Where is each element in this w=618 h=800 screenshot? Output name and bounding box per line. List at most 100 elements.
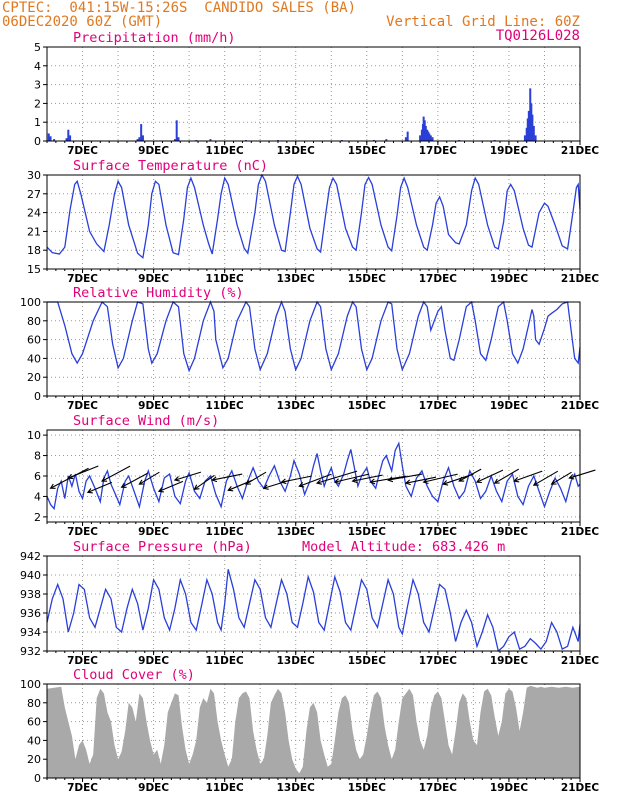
precipitation-xtick-label: 7DEC bbox=[67, 145, 98, 157]
temperature-xtick-label: 9DEC bbox=[138, 273, 169, 285]
cloud-cover-ytick-label: 40 bbox=[27, 734, 41, 747]
pressure-line bbox=[46, 569, 581, 653]
wind-ytick-label: 4 bbox=[34, 490, 41, 503]
cloud-cover-xtick-label: 13DEC bbox=[277, 782, 316, 794]
precipitation-bar bbox=[424, 125, 427, 141]
precipitation-bar bbox=[419, 135, 422, 141]
precipitation-bar bbox=[406, 131, 409, 141]
wind-vector-head bbox=[475, 477, 482, 484]
pressure-ytick-label: 938 bbox=[20, 588, 41, 601]
precipitation-bar bbox=[523, 135, 526, 141]
temperature-ytick-label: 24 bbox=[27, 207, 41, 220]
wind-xtick-label: 7DEC bbox=[67, 526, 98, 538]
temperature-xtick-label: 21DEC bbox=[561, 273, 600, 285]
pressure-xtick-label: 13DEC bbox=[277, 655, 316, 667]
pressure-xtick-label: 19DEC bbox=[490, 655, 529, 667]
wind-vector-head bbox=[532, 480, 539, 486]
humidity-xtick-label: 21DEC bbox=[561, 400, 600, 412]
cloud-cover-xtick-label: 9DEC bbox=[138, 782, 169, 794]
precipitation-bar bbox=[429, 135, 432, 141]
precipitation-bar bbox=[385, 139, 388, 141]
wind-vector-head bbox=[245, 479, 252, 485]
wind-vector bbox=[334, 473, 369, 483]
temperature-ytick-label: 15 bbox=[27, 263, 41, 276]
precipitation-bar bbox=[404, 137, 407, 141]
wind-vector-head bbox=[67, 473, 74, 480]
humidity-ytick-label: 80 bbox=[27, 315, 41, 328]
wind-vector bbox=[458, 468, 482, 482]
wind-vector-head bbox=[101, 476, 108, 482]
cloud-cover-area bbox=[47, 685, 580, 778]
precipitation-bar bbox=[175, 120, 178, 141]
wind-vector-head bbox=[49, 483, 56, 489]
precipitation-xtick-label: 19DEC bbox=[490, 145, 529, 157]
wind-ytick-label: 2 bbox=[34, 511, 41, 524]
wind-ytick-label: 8 bbox=[34, 450, 41, 463]
wind-vector-head bbox=[513, 477, 520, 483]
wind-vector bbox=[139, 471, 160, 485]
wind-vector-head bbox=[568, 474, 575, 480]
wind-vector bbox=[212, 473, 243, 481]
wind-vector-head bbox=[315, 479, 323, 485]
precipitation-xtick-label: 21DEC bbox=[561, 145, 600, 157]
wind-vector-head bbox=[86, 488, 93, 494]
precipitation-panel: 0 1 2 3 4 5 7DEC 9DEC 11DEC 13DEC 15DEC 17DEC 19DEC 2… bbox=[34, 30, 599, 157]
humidity-title: Relative Humidity (%) bbox=[73, 285, 244, 301]
humidity-xtick-label: 13DEC bbox=[277, 400, 316, 412]
temperature-ytick-label: 30 bbox=[27, 169, 41, 182]
precipitation-bar bbox=[532, 125, 535, 141]
wind-vector bbox=[174, 471, 202, 481]
cloud-cover-xtick-label: 21DEC bbox=[561, 782, 600, 794]
header-model-id: TQ0126L028 bbox=[495, 28, 580, 44]
wind-xtick-label: 19DEC bbox=[490, 526, 529, 538]
humidity-ytick-label: 0 bbox=[34, 390, 41, 403]
wind-vector-head bbox=[386, 476, 394, 483]
humidity-xtick-label: 7DEC bbox=[67, 400, 98, 412]
pressure-title: Surface Pressure (hPa) bbox=[73, 539, 252, 555]
wind-vector-head bbox=[458, 476, 465, 482]
wind-vector-head bbox=[262, 484, 269, 490]
precipitation-ytick-label: 4 bbox=[34, 60, 41, 73]
cloud-cover-title: Cloud Cover (%) bbox=[73, 667, 195, 683]
wind-vector-head bbox=[550, 479, 557, 485]
precipitation-xtick-label: 17DEC bbox=[419, 145, 458, 157]
humidity-line bbox=[47, 300, 581, 373]
wind-vector bbox=[281, 475, 312, 483]
wind-vector-head bbox=[138, 479, 145, 485]
precipitation-xtick-label: 11DEC bbox=[206, 145, 245, 157]
pressure-xtick-label: 11DEC bbox=[206, 655, 245, 667]
wind-vector bbox=[370, 475, 407, 483]
humidity-ytick-label: 20 bbox=[27, 371, 41, 384]
cloud-cover-ytick-label: 0 bbox=[34, 772, 41, 785]
precipitation-bar bbox=[526, 118, 529, 141]
precipitation-bar bbox=[177, 137, 180, 141]
precipitation-bar bbox=[431, 137, 434, 141]
wind-xtick-label: 15DEC bbox=[348, 526, 387, 538]
precipitation-bar bbox=[531, 114, 534, 141]
precipitation-frame bbox=[46, 46, 581, 142]
precipitation-ytick-label: 2 bbox=[34, 97, 41, 110]
wind-vector-head bbox=[298, 482, 305, 488]
pressure-panel: 932 934 936 938 940 942 7DEC 9DEC 11DEC 13DEC 15DE… bbox=[20, 539, 599, 667]
pressure-ytick-label: 934 bbox=[20, 626, 41, 639]
temperature-title: Surface Temperature (nC) bbox=[73, 158, 268, 174]
wind-vector-head bbox=[493, 478, 500, 484]
precipitation-bar bbox=[525, 127, 528, 141]
wind-vector bbox=[533, 470, 559, 486]
wind-vector bbox=[101, 465, 131, 482]
temperature-xtick-label: 13DEC bbox=[277, 273, 316, 285]
pressure-xtick-label: 17DEC bbox=[419, 655, 458, 667]
wind-xtick-label: 11DEC bbox=[206, 526, 245, 538]
temperature-xtick-label: 19DEC bbox=[490, 273, 529, 285]
wind-vector-head bbox=[422, 478, 429, 485]
temperature-xtick-label: 7DEC bbox=[67, 273, 98, 285]
wind-vector-head bbox=[120, 482, 127, 488]
wind-vector-head bbox=[211, 476, 218, 483]
temperature-frame bbox=[46, 174, 581, 270]
cloud-cover-xtick-label: 15DEC bbox=[348, 782, 387, 794]
precipitation-bar bbox=[428, 133, 431, 141]
wind-vector-head bbox=[369, 478, 376, 485]
wind-vector bbox=[388, 473, 423, 481]
temperature-xtick-label: 15DEC bbox=[348, 273, 387, 285]
wind-vector-head bbox=[333, 478, 340, 485]
